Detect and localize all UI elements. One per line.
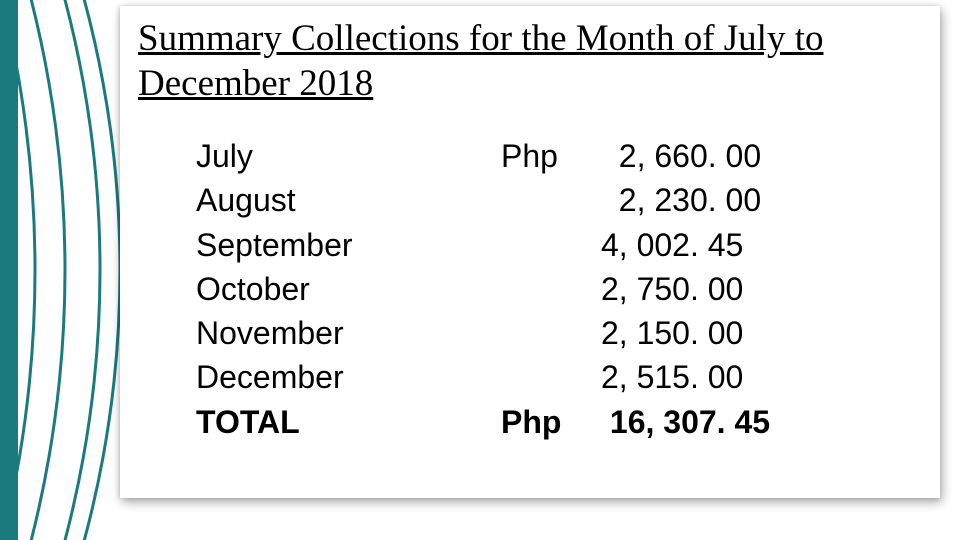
month-cell: August xyxy=(196,178,501,222)
table-row: August 2, 230. 00 xyxy=(196,178,914,222)
currency-cell: Php xyxy=(501,134,601,178)
amount-cell: 4, 002. 45 xyxy=(601,223,846,267)
table-row: July Php 2, 660. 00 xyxy=(196,134,914,178)
arc-decor xyxy=(0,0,140,540)
table-row: November 2, 150. 00 xyxy=(196,311,914,355)
month-cell: October xyxy=(196,267,501,311)
month-cell: July xyxy=(196,134,501,178)
month-cell: November xyxy=(196,311,501,355)
total-currency-cell: Php xyxy=(501,400,601,444)
content-card: Summary Collections for the Month of Jul… xyxy=(120,6,940,498)
amount-cell: 2, 150. 00 xyxy=(601,311,846,355)
left-rail-decor xyxy=(0,0,18,540)
table-row: December 2, 515. 00 xyxy=(196,355,914,400)
table-total-row: TOTAL Php 16, 307. 45 xyxy=(196,400,914,444)
month-cell: September xyxy=(196,223,501,267)
amount-cell: 2, 660. 00 xyxy=(601,134,846,178)
table-row: September 4, 002. 45 xyxy=(196,223,914,267)
amount-cell: 2, 515. 00 xyxy=(601,355,846,399)
amount-cell: 2, 750. 00 xyxy=(601,267,846,311)
table-row: October 2, 750. 00 xyxy=(196,267,914,311)
month-cell: December xyxy=(196,355,501,400)
total-label-cell: TOTAL xyxy=(196,400,501,444)
slide-stage: Summary Collections for the Month of Jul… xyxy=(0,0,960,540)
slide-title: Summary Collections for the Month of Jul… xyxy=(138,16,914,106)
amount-cell: 2, 230. 00 xyxy=(601,178,846,222)
total-amount-cell: 16, 307. 45 xyxy=(601,400,846,444)
collections-table: July Php 2, 660. 00 August 2, 230. 00 Se… xyxy=(196,134,914,444)
